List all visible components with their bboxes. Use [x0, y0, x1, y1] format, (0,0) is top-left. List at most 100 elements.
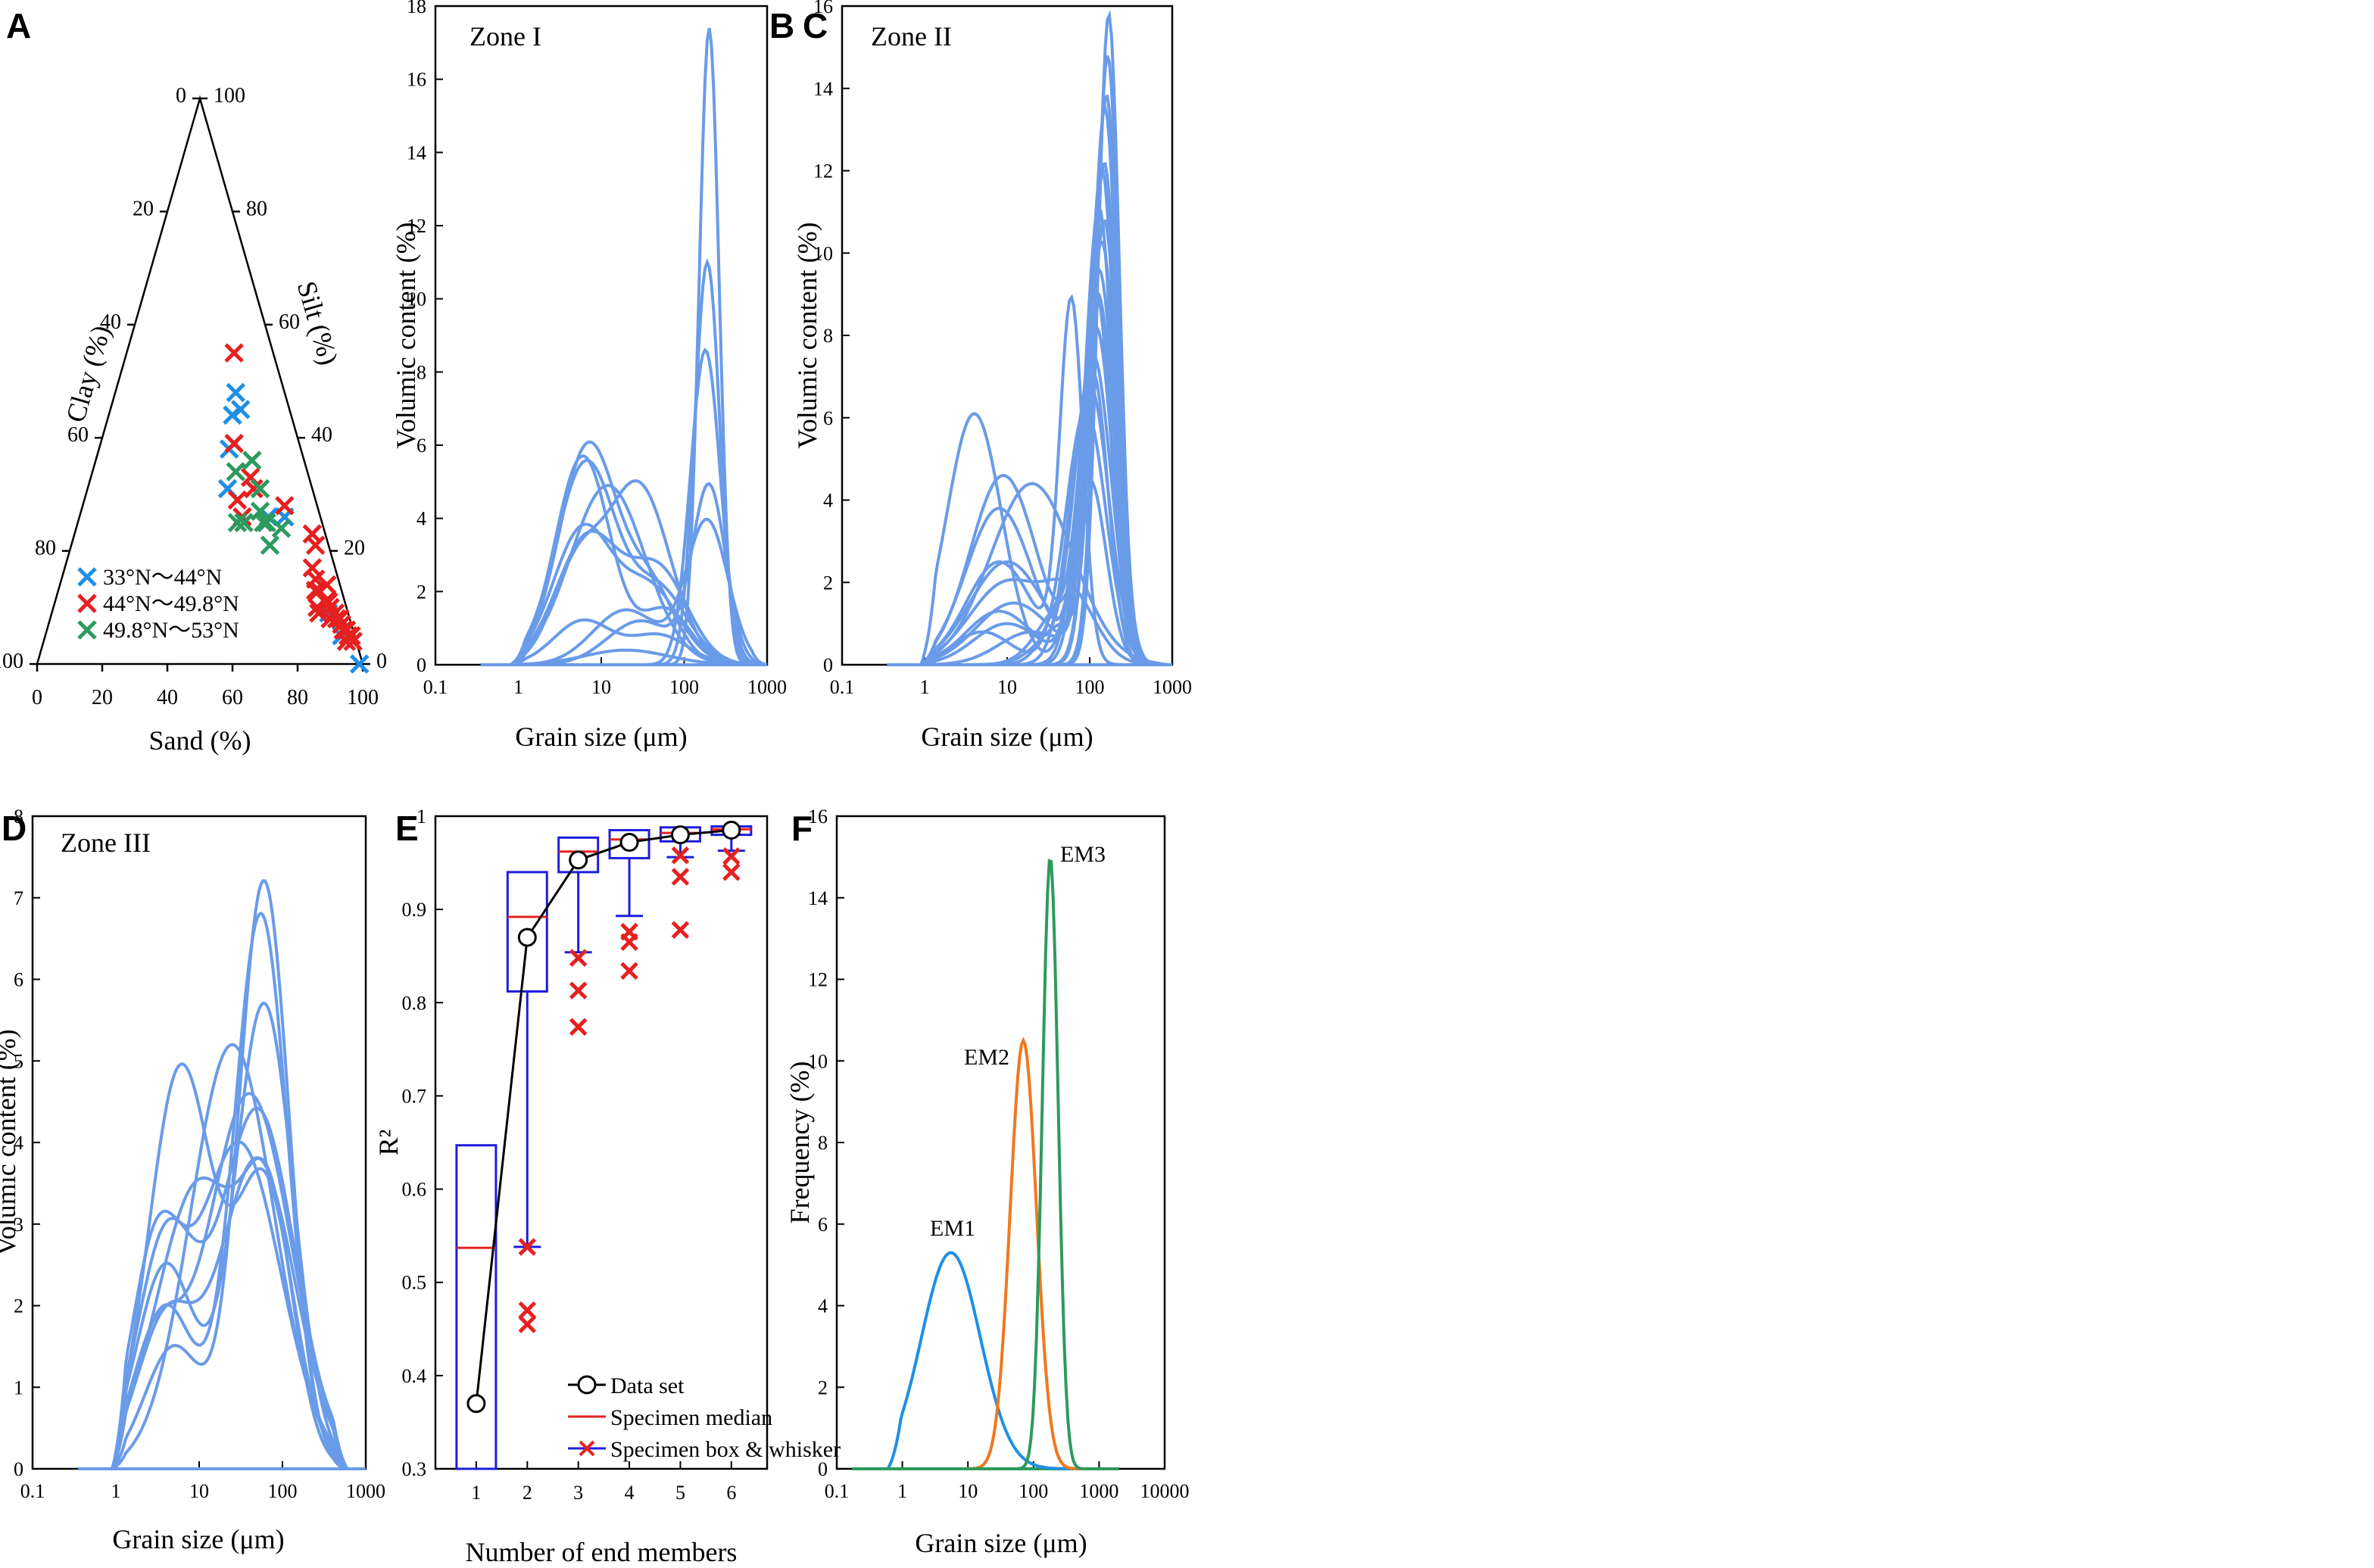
ternary-point	[254, 513, 273, 533]
dataset-point	[670, 825, 690, 845]
x-tick-label: 10000	[1140, 1480, 1190, 1502]
y-tick-label: 0.5	[402, 1272, 427, 1294]
sand-tick-label: 40	[157, 686, 178, 709]
x-tick-label: 1	[111, 1480, 121, 1502]
y-tick-label: 12	[813, 161, 833, 182]
panel-b: B Zone I 0.1 1 10 100 1000 0 2 4 6 8 10 12 14 16 18 Gr…	[391, 0, 794, 752]
x-tick-label: 10	[958, 1480, 978, 1502]
y-tick-label: 0	[416, 654, 426, 676]
y-tick-label: 6	[416, 435, 426, 457]
zone-label-b: Zone I	[469, 21, 541, 51]
legend-dataset-marker	[577, 1375, 597, 1395]
ternary-point	[319, 592, 338, 612]
silt-tick-label: 20	[344, 537, 365, 560]
y-tick-label: 6	[823, 407, 833, 429]
sand-tick-label: 60	[222, 686, 243, 709]
ternary-point	[330, 609, 350, 629]
em1-label: EM1	[930, 1216, 975, 1241]
panel-label-b: B	[769, 6, 794, 45]
silt-tick-label: 80	[246, 197, 267, 220]
ylabel-d: Volumic content (%)	[0, 1029, 21, 1255]
y-tick-label: 10	[808, 1050, 828, 1072]
ternary-point	[305, 535, 326, 555]
outlier	[518, 1315, 537, 1333]
panel-label-c: C	[803, 6, 828, 45]
y-tick-label: 12	[808, 969, 828, 991]
curve-s14	[510, 648, 767, 666]
ternary-point	[250, 501, 270, 522]
x-tick-label: 0.1	[825, 1480, 850, 1502]
legend-blue: 33°N～44°N	[103, 565, 222, 590]
sand-tick-label: 80	[287, 686, 308, 709]
dataset-point	[466, 1394, 486, 1414]
panel-label-e: E	[395, 809, 419, 848]
y-tick-label: 16	[813, 0, 833, 17]
ylabel-b: Volumic content (%)	[391, 222, 421, 448]
panel-label-d: D	[2, 809, 27, 848]
x-tick-label: 1000	[346, 1480, 385, 1502]
ternary-point	[302, 558, 323, 578]
ternary-point	[224, 343, 244, 363]
y-tick-label: 2	[14, 1295, 23, 1317]
y-tick-label: 4	[416, 508, 426, 530]
y-tick-label: 0	[823, 654, 833, 676]
y-tick-label: 4	[823, 490, 833, 512]
curve-s20	[920, 164, 1172, 666]
x-tick-label: 100	[1075, 676, 1105, 698]
curve-em2	[888, 1037, 1111, 1470]
zone-label-d: Zone III	[61, 828, 151, 858]
x-tick-label: 0.1	[423, 676, 448, 698]
outlier	[671, 868, 690, 886]
y-tick-label: 10	[813, 242, 833, 264]
x-tick-label: 10	[591, 676, 611, 698]
dataset-point	[569, 850, 588, 870]
x-tick-label: 1	[920, 676, 930, 698]
ternary-point	[349, 654, 370, 674]
ternary-point	[227, 490, 248, 510]
x-tick-label: 10	[997, 676, 1017, 698]
y-tick-label: 16	[407, 69, 426, 91]
curve-s1	[921, 10, 1172, 666]
y-tick-label: 8	[416, 361, 426, 383]
x-tick-label: 6	[726, 1482, 736, 1504]
y-tick-label: 10	[407, 288, 426, 310]
curve-s10	[111, 1156, 348, 1470]
plot-frame-e	[434, 815, 769, 1470]
x-tick-label: 4	[625, 1482, 635, 1504]
panel-e: E 1 2 3 4 5 60.30.40.50.60.70.80.91 Data set …	[373, 806, 841, 1567]
clay-tick-label: 0	[176, 84, 186, 108]
y-tick-label: 5	[14, 1050, 23, 1072]
ternary-point	[260, 535, 280, 555]
legend-marker	[77, 620, 97, 640]
x-tick-label: 100	[1019, 1480, 1048, 1502]
curve-s5	[510, 517, 768, 666]
y-tick-label: 2	[416, 581, 426, 603]
y-tick-label: 8	[818, 1132, 828, 1154]
ylabel-f: Frequency (%)	[785, 1061, 815, 1224]
xlabel-d: Grain size (μm)	[112, 1524, 284, 1554]
curve-s15	[920, 294, 1172, 666]
y-tick-label: 14	[407, 142, 426, 164]
x-tick-label: 100	[268, 1480, 298, 1502]
ternary-triangle	[36, 95, 364, 666]
outlier	[722, 847, 741, 865]
dataset-point	[619, 832, 639, 852]
panel-c: C Zone II 0.1 1 10 100 1000 0 2 4 6 8 10 12 14 16 Gra…	[792, 0, 1192, 752]
legend-whisker-marker	[579, 1440, 595, 1457]
ternary-point	[343, 631, 363, 651]
y-tick-label: 18	[407, 0, 426, 17]
y-tick-label: 4	[818, 1295, 828, 1317]
outlier	[518, 1301, 537, 1320]
x-tick-label: 10	[189, 1480, 209, 1502]
silt-tick-label: 0	[376, 650, 387, 673]
dataset-point	[722, 820, 741, 840]
legend-dataset: Data set	[610, 1373, 685, 1398]
legend-marker	[77, 594, 97, 613]
y-tick-label: 6	[14, 969, 23, 991]
panel-label-a: A	[6, 6, 31, 45]
ternary-point	[234, 513, 254, 533]
clay-tick-label: 40	[100, 310, 121, 334]
outlier	[671, 846, 690, 865]
y-tick-label: 0	[818, 1458, 828, 1480]
